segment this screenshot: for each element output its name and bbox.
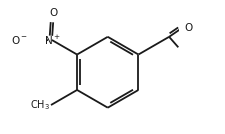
Text: O: O	[49, 8, 57, 18]
Text: N$^+$: N$^+$	[43, 34, 60, 46]
Text: O: O	[184, 23, 192, 33]
Text: O$^-$: O$^-$	[11, 34, 27, 46]
Text: CH$_3$: CH$_3$	[30, 98, 50, 112]
